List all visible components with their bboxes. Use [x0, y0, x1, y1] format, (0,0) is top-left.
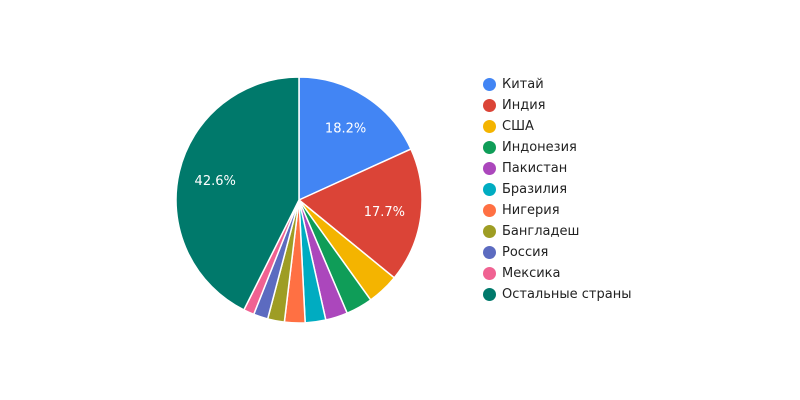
slice-label: 42.6%: [195, 174, 236, 189]
pie-slice[interactable]: [175, 76, 300, 311]
slice-label: 18.2%: [325, 122, 366, 137]
legend-item[interactable]: Мексика: [483, 263, 632, 284]
legend: Китай Индия США Индонезия Пакистан Брази…: [483, 74, 632, 305]
legend-item[interactable]: США: [483, 116, 632, 137]
legend-dot-icon: [483, 267, 496, 280]
legend-dot-icon: [483, 162, 496, 175]
legend-dot-icon: [483, 78, 496, 91]
legend-dot-icon: [483, 225, 496, 238]
pie-slice[interactable]: [297, 148, 423, 279]
legend-item[interactable]: Бразилия: [483, 179, 632, 200]
slice-label: 17.7%: [364, 205, 405, 220]
legend-item[interactable]: Индонезия: [483, 137, 632, 158]
legend-dot-icon: [483, 288, 496, 301]
legend-item[interactable]: Индия: [483, 95, 632, 116]
legend-item[interactable]: Остальные страны: [483, 284, 632, 305]
pie-slice[interactable]: [298, 76, 412, 202]
legend-item[interactable]: Пакистан: [483, 158, 632, 179]
legend-dot-icon: [483, 120, 496, 133]
legend-dot-icon: [483, 141, 496, 154]
legend-dot-icon: [483, 99, 496, 112]
legend-item[interactable]: Китай: [483, 74, 632, 95]
legend-item[interactable]: Нигерия: [483, 200, 632, 221]
legend-dot-icon: [483, 183, 496, 196]
legend-item[interactable]: Бангладеш: [483, 221, 632, 242]
legend-item[interactable]: Россия: [483, 242, 632, 263]
legend-dot-icon: [483, 246, 496, 259]
legend-dot-icon: [483, 204, 496, 217]
